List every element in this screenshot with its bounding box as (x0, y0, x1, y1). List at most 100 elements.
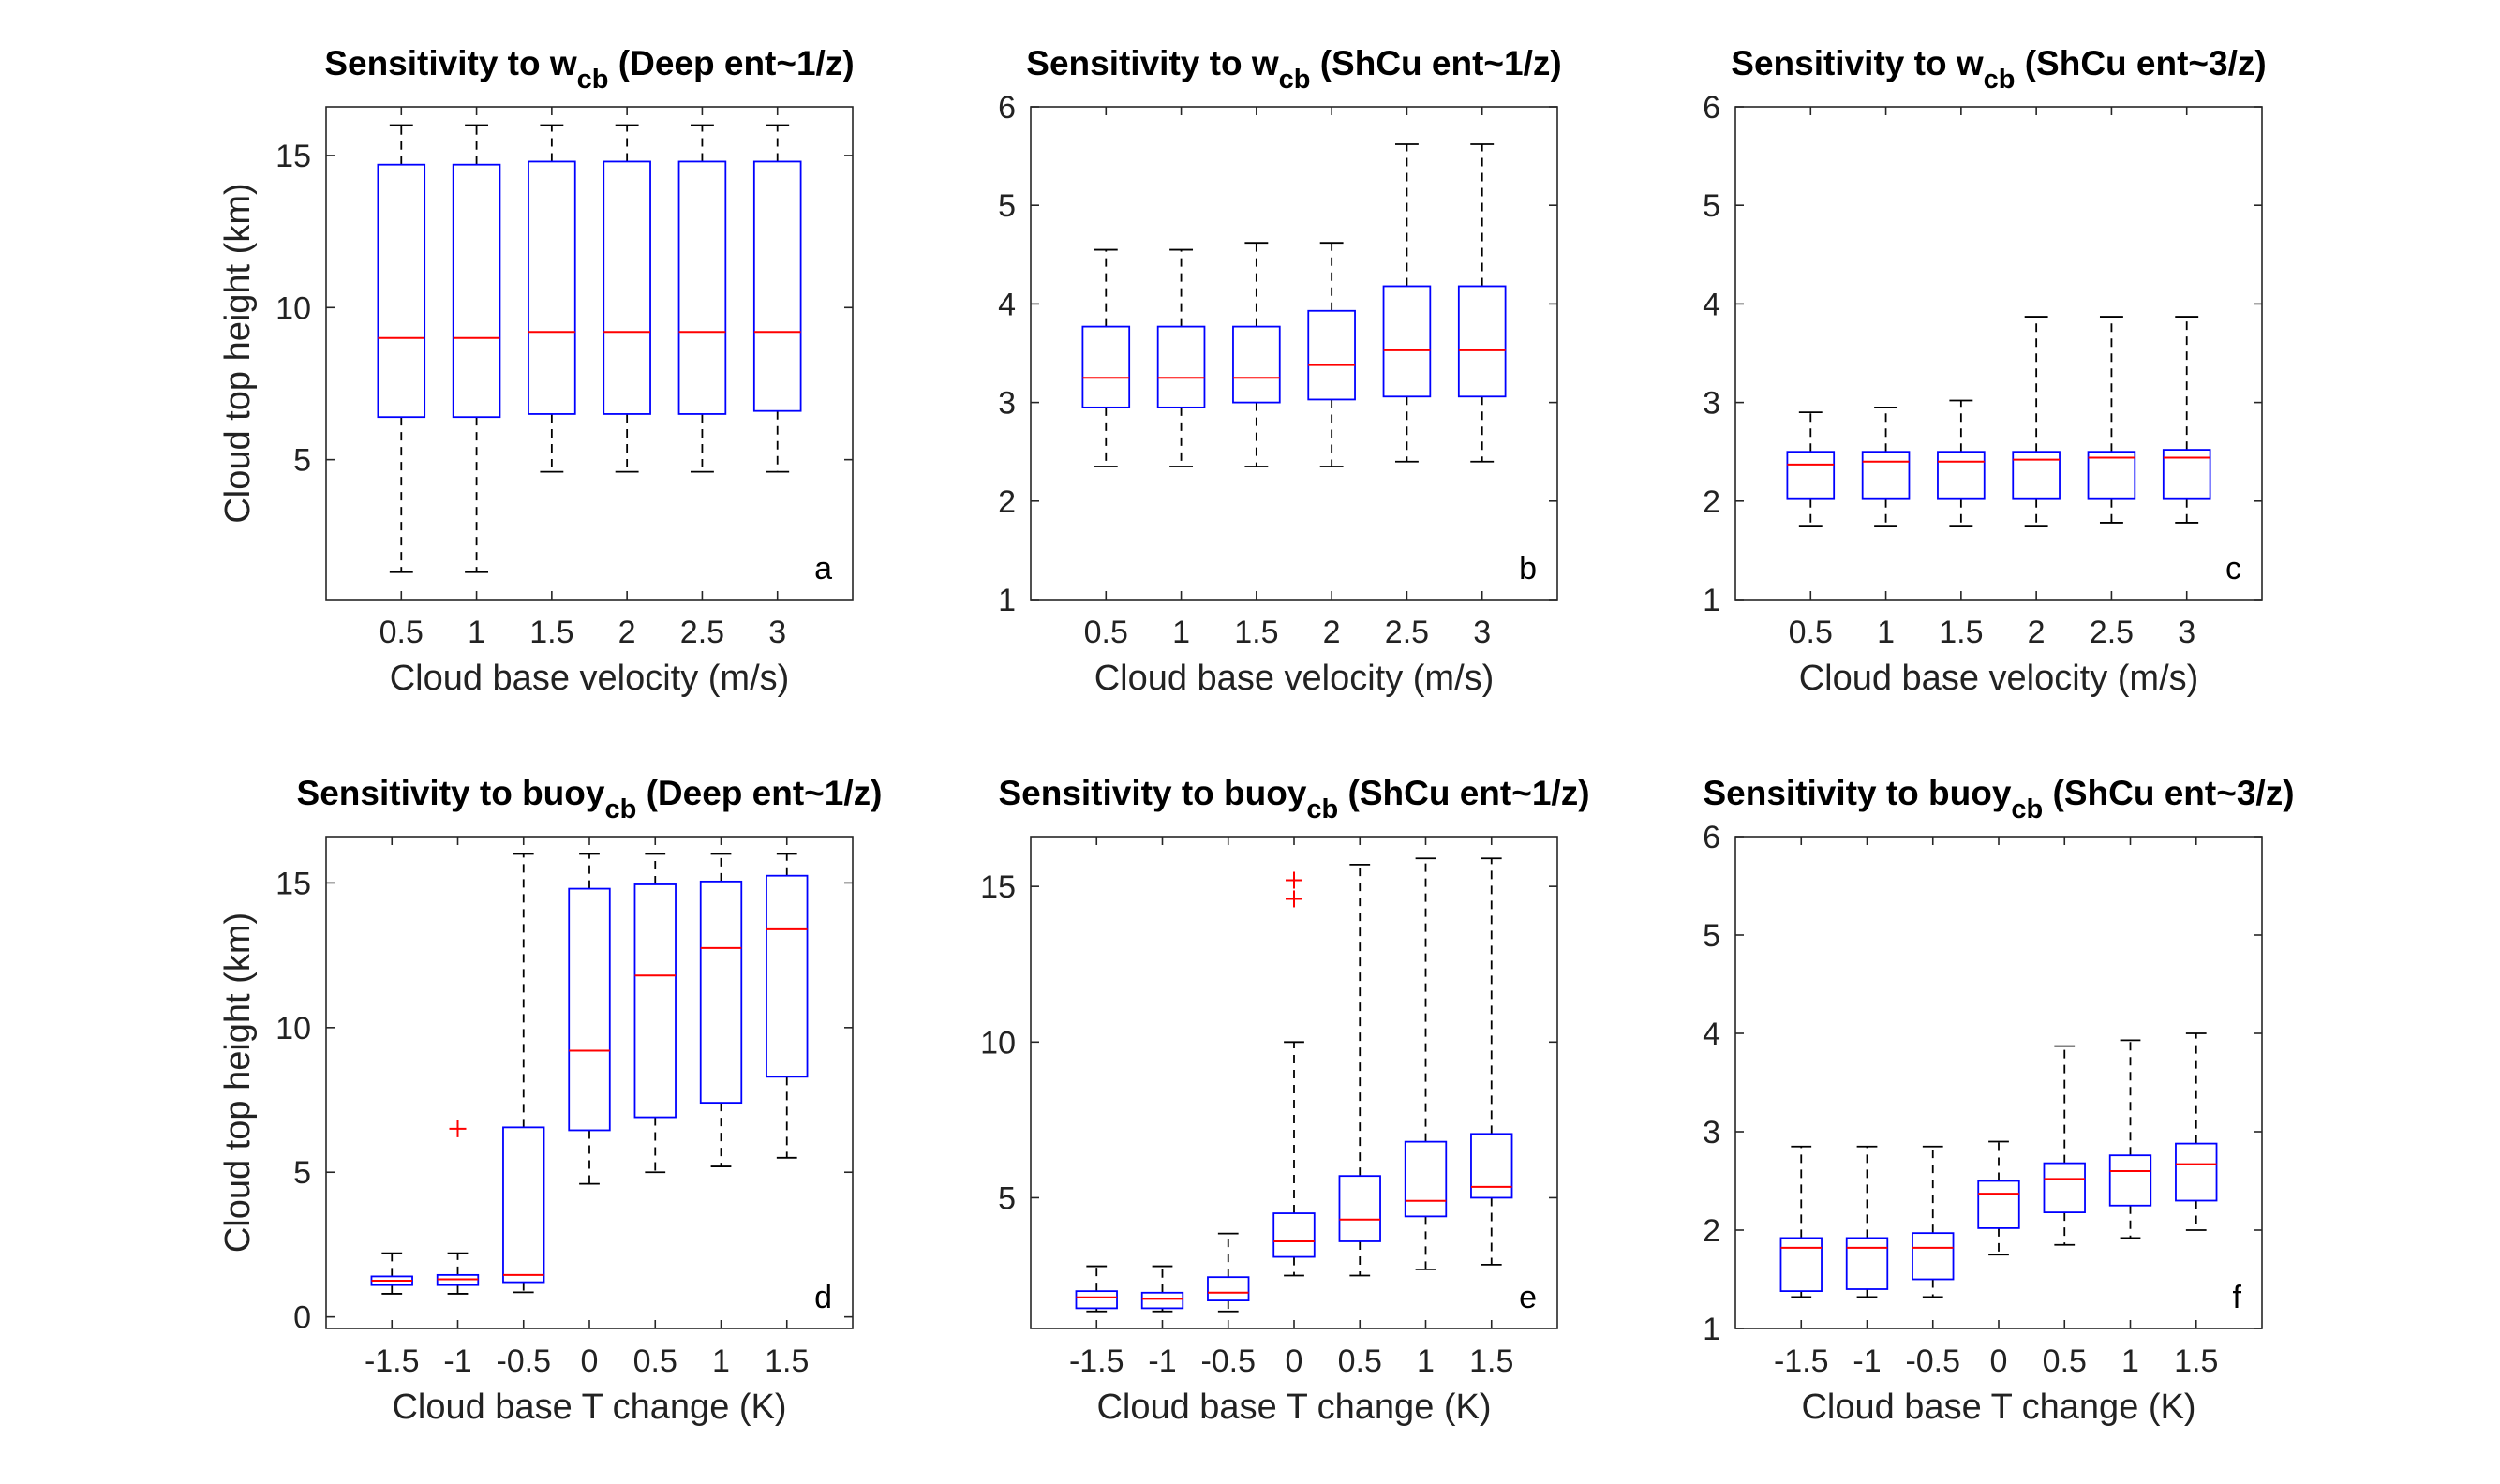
box-1 (1156, 248, 1206, 467)
box-1.5 (2175, 1032, 2218, 1231)
box-1 (2108, 1039, 2152, 1239)
box-iqr (1156, 325, 1206, 408)
box-3 (2162, 316, 2211, 524)
box-iqr (2175, 1142, 2218, 1202)
x-axis-label: Cloud base velocity (m/s) (390, 659, 790, 698)
panel-letter: c (2225, 551, 2241, 586)
panel-title: Sensitivity to wcb (Deep ent~1/z) (324, 44, 854, 95)
box-iqr (1075, 1290, 1118, 1310)
x-tick-label: 2 (618, 615, 636, 650)
y-tick-label: 0 (293, 1300, 311, 1336)
box--1 (436, 1252, 480, 1295)
box-1 (1861, 406, 1911, 527)
box-iqr (1861, 451, 1911, 500)
title-rest: (ShCu ent~1/z) (1338, 774, 1589, 812)
outlier-marker (1286, 871, 1302, 889)
box-0.5 (377, 124, 426, 573)
box-1.5 (528, 124, 576, 473)
panel-d: 0 5 10 15 -1.5 -1 -0.5 0 0.5 1 1.5d Sensitivity to … (218, 774, 882, 1427)
title-rest: (ShCu ent~1/z) (1310, 44, 1561, 82)
box-2 (603, 124, 651, 473)
box-iqr (2012, 451, 2061, 500)
box--1.5 (1075, 1265, 1118, 1313)
x-axis-label: Cloud base T change (K) (1801, 1388, 2195, 1427)
y-tick-label: 6 (998, 90, 1016, 126)
y-tick-label: 1 (998, 583, 1016, 618)
box-iqr (2162, 449, 2211, 500)
box-iqr (2087, 451, 2136, 500)
panel-title: Sensitivity to buoycb (ShCu ent~1/z) (998, 774, 1589, 824)
y-tick-label: 5 (998, 1180, 1016, 1216)
y-tick-label: 5 (293, 443, 311, 479)
box-iqr (1937, 451, 1986, 500)
title-main: Sensitivity to buoy (1703, 774, 2011, 812)
axes-frame (325, 106, 854, 601)
x-tick-label: 0.5 (1789, 615, 1833, 650)
x-tick-label: 1.5 (529, 615, 573, 650)
box-1 (699, 853, 743, 1167)
box-iqr (1140, 1291, 1184, 1310)
panel-f: 1 2 3 4 5 6 -1.5 -1 -0.5 0 0.5 1 1.5 f Sensitivity to … (1703, 774, 2294, 1427)
box-iqr (1457, 285, 1507, 398)
box-iqr (1338, 1175, 1381, 1242)
box--1 (1845, 1145, 1889, 1298)
outlier-marker (1286, 890, 1302, 908)
panel-title: Sensitivity to wcb (ShCu ent~1/z) (1026, 44, 1561, 95)
x-tick-label: -1.5 (365, 1343, 420, 1379)
x-tick-label: 0.5 (633, 1343, 677, 1379)
title-rest: (Deep ent~1/z) (609, 44, 855, 82)
title-rest: (ShCu ent~3/z) (2015, 44, 2266, 82)
box-iqr (2043, 1162, 2086, 1213)
x-tick-label: 3 (2178, 615, 2195, 650)
title-main: Sensitivity to w (1731, 44, 1984, 82)
box-iqr (1081, 325, 1131, 408)
y-tick-label: 10 (275, 1011, 311, 1046)
y-tick-label: 10 (275, 290, 311, 326)
x-tick-label: 1.5 (1939, 615, 1983, 650)
title-subscript: cb (604, 794, 636, 824)
title-subscript: cb (1279, 65, 1311, 95)
box-iqr (1307, 309, 1356, 401)
box-2.5 (677, 124, 727, 473)
box-0 (568, 853, 611, 1185)
box-iqr (568, 887, 611, 1132)
x-tick-label: 1.5 (1469, 1343, 1513, 1379)
box-iqr (1470, 1133, 1513, 1199)
x-tick-label: -0.5 (496, 1343, 551, 1379)
box-iqr (528, 160, 576, 415)
x-tick-label: 2.5 (680, 615, 724, 650)
x-tick-label: 2.5 (2090, 615, 2134, 650)
box--1.5 (1779, 1145, 1823, 1298)
box-iqr (699, 880, 743, 1105)
y-tick-label: 5 (1703, 188, 1720, 224)
y-tick-label: 3 (1703, 386, 1720, 422)
x-axis-label: Cloud base velocity (m/s) (1094, 659, 1495, 698)
box-1.5 (1937, 399, 1986, 527)
x-tick-label: 1.5 (2174, 1343, 2218, 1379)
box-0.5 (2043, 1045, 2086, 1246)
box-3 (1457, 143, 1507, 463)
y-tick-label: 2 (1703, 484, 1720, 520)
x-axis-label: Cloud base T change (K) (1096, 1388, 1491, 1427)
box-iqr (1404, 1140, 1448, 1218)
box-2.5 (2087, 316, 2136, 524)
box-0.5 (1081, 248, 1131, 467)
axes-frame (1734, 106, 2263, 601)
y-tick-label: 10 (980, 1025, 1016, 1061)
box-iqr (677, 160, 727, 415)
y-tick-label: 3 (998, 386, 1016, 422)
box--1 (1140, 1265, 1184, 1313)
box--1.5 (370, 1252, 413, 1295)
x-axis-label: Cloud base velocity (m/s) (1799, 659, 2199, 698)
panel-letter: f (2233, 1280, 2242, 1315)
y-tick-label: 15 (275, 866, 311, 901)
panel-letter: a (814, 551, 832, 586)
panel-title: Sensitivity to buoycb (Deep ent~1/z) (297, 774, 883, 824)
panel-letter: d (814, 1280, 832, 1315)
x-tick-label: -1 (1853, 1343, 1881, 1379)
panel-a: 5 10 15 0.5 1 1.5 2 2.5 3a Sensitivity to wcb (De… (218, 44, 855, 698)
title-subscript: cb (1306, 794, 1338, 824)
x-tick-label: -1.5 (1774, 1343, 1829, 1379)
